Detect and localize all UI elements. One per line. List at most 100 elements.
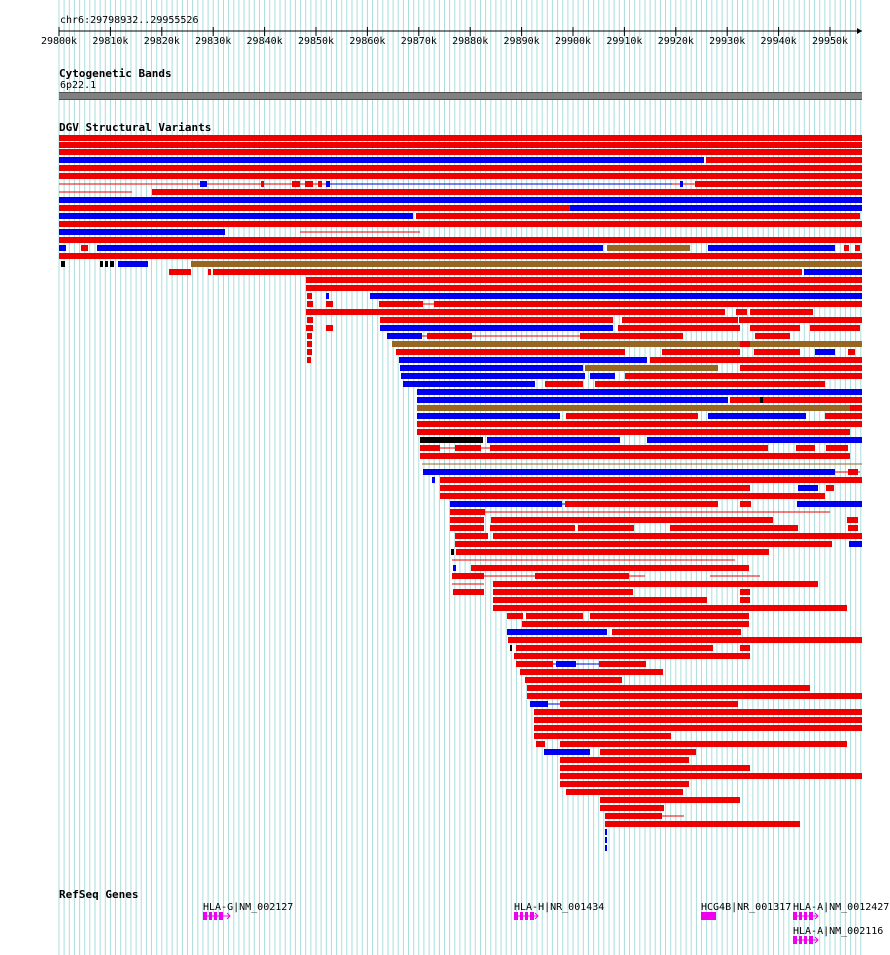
- gene-model-hla-a-2: [793, 936, 819, 944]
- ruler-tick-label: 29950k: [812, 36, 848, 47]
- ruler-tick-label: 29900k: [555, 36, 591, 47]
- sv-mark: [551, 629, 570, 635]
- sv-mark: [292, 181, 300, 187]
- sv-mark: [826, 485, 834, 491]
- sv-block: [585, 365, 718, 371]
- cytoband-track-title: Cytogenetic Bands: [59, 67, 172, 80]
- gene-label-hla-h[interactable]: HLA-H|NR_001434: [514, 902, 605, 913]
- sv-mark: [208, 269, 211, 275]
- dgv-track-title: DGV Structural Variants: [59, 121, 212, 134]
- gene-exon: [209, 912, 212, 920]
- gene-label-hcg4b[interactable]: HCG4B|NR_001317: [701, 902, 792, 913]
- sv-block: [417, 389, 862, 395]
- sv-block: [647, 437, 862, 443]
- sv-block: [392, 341, 862, 347]
- ruler-tick-label: 29820k: [144, 36, 180, 47]
- sv-block: [401, 373, 585, 379]
- gene-exon: [514, 912, 518, 920]
- sv-block: [169, 269, 191, 275]
- sv-block: [417, 421, 862, 427]
- sv-mark: [740, 397, 750, 403]
- sv-block: [605, 821, 800, 827]
- sv-block: [848, 525, 858, 531]
- ruler-tick-label: 29840k: [247, 36, 283, 47]
- sv-mark: [326, 325, 333, 331]
- cytoband-label: 6p22.1: [60, 80, 97, 91]
- ruler-tick-label: 29860k: [349, 36, 385, 47]
- sv-block: [560, 757, 689, 763]
- sv-block: [456, 549, 769, 555]
- sv-block: [730, 397, 862, 403]
- sv-mark: [326, 301, 333, 307]
- sv-block: [59, 197, 862, 203]
- strand-arrow-icon: [814, 936, 819, 944]
- ruler-tick-label: 29930k: [709, 36, 745, 47]
- sv-block: [514, 653, 750, 659]
- ruler-tick-label: 29910k: [606, 36, 642, 47]
- sv-mark: [842, 397, 850, 403]
- sv-block: [417, 429, 850, 435]
- sv-mark: [61, 261, 65, 267]
- sv-mark: [744, 501, 751, 507]
- sv-block: [493, 581, 818, 587]
- sv-block: [570, 205, 862, 211]
- sv-mark: [307, 349, 312, 355]
- sv-block: [493, 605, 847, 611]
- sv-block: [560, 773, 862, 779]
- sv-block: [450, 509, 485, 515]
- sv-mark: [261, 181, 264, 187]
- sv-block: [434, 301, 862, 307]
- sv-block: [600, 797, 740, 803]
- sv-block: [698, 181, 862, 187]
- sv-mark: [118, 261, 148, 267]
- gene-exon: [701, 912, 716, 920]
- sv-mark: [432, 477, 435, 483]
- sv-block: [59, 173, 862, 179]
- gene-exon: [203, 912, 207, 920]
- sv-block: [403, 381, 535, 387]
- sv-mark: [307, 301, 313, 307]
- sv-block: [450, 501, 562, 507]
- gene-label-hla-a-1[interactable]: HLA-A|NM_0012427: [793, 902, 890, 913]
- sv-block: [152, 189, 862, 195]
- sv-block: [560, 765, 750, 771]
- ruler-tick-label: 29920k: [658, 36, 694, 47]
- sv-block: [560, 741, 847, 747]
- sv-block: [534, 733, 671, 739]
- ruler-tick-label: 29890k: [504, 36, 540, 47]
- sv-block: [493, 597, 707, 603]
- sv-mark: [305, 181, 313, 187]
- sv-block: [59, 253, 862, 259]
- sv-block: [417, 413, 560, 419]
- gene-exon: [214, 912, 217, 920]
- sv-block: [440, 485, 750, 491]
- sv-block: [213, 269, 802, 275]
- gene-label-hla-a-2[interactable]: HLA-A|NM_002116: [793, 926, 884, 937]
- sv-mark: [605, 829, 607, 835]
- sv-mark: [510, 645, 512, 651]
- sv-block: [750, 325, 800, 331]
- gene-exon: [804, 936, 807, 944]
- gene-model-hcg4b: [701, 912, 716, 920]
- sv-block: [440, 477, 862, 483]
- gene-exon: [525, 912, 528, 920]
- sv-block: [471, 565, 749, 571]
- sv-block: [740, 645, 750, 651]
- gene-label-hla-g[interactable]: HLA-G|NM_002127: [203, 902, 294, 913]
- sv-block: [736, 309, 747, 315]
- cytoband-bar[interactable]: [59, 92, 862, 100]
- ruler-tick-label: 29800k: [41, 36, 77, 47]
- coordinate-ruler[interactable]: 29800k 29810k 29820k 29830k 29840k 29850k 2986…: [0, 0, 890, 50]
- sv-block: [493, 533, 862, 539]
- sv-mark: [855, 245, 860, 251]
- sv-block: [754, 349, 800, 355]
- sv-block: [527, 693, 862, 699]
- sv-mark: [307, 333, 312, 339]
- sv-mark: [110, 261, 114, 267]
- sv-block: [59, 221, 862, 227]
- sv-mark: [556, 661, 576, 667]
- sv-mark: [105, 261, 108, 267]
- sv-block: [625, 373, 862, 379]
